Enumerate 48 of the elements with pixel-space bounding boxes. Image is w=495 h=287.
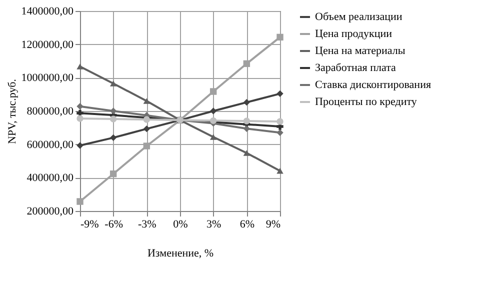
point <box>243 98 250 106</box>
point <box>210 88 217 95</box>
point <box>76 64 84 70</box>
x-axis-title: Изменение, % <box>147 248 214 260</box>
point <box>276 168 284 174</box>
point <box>76 102 84 110</box>
point <box>243 125 250 132</box>
point <box>243 60 250 68</box>
y-tick-label: 200000,00 <box>26 206 74 218</box>
y-tick-label: 800000,00 <box>26 106 74 118</box>
point <box>76 198 84 205</box>
y-tick-label: 1400000,00 <box>21 6 74 18</box>
legend-label: Цена на материалы <box>315 45 406 57</box>
x-tick-label: 0% <box>173 218 188 230</box>
point <box>143 98 150 104</box>
point <box>110 80 117 86</box>
point <box>76 115 84 122</box>
legend-label: Объем реализации <box>315 11 402 23</box>
y-tick-label: 400000,00 <box>26 172 74 184</box>
x-tick-label: 9% <box>266 218 280 230</box>
x-tick-label: -6% <box>104 218 123 230</box>
point <box>76 142 84 149</box>
point <box>143 142 150 150</box>
point <box>110 108 117 114</box>
point <box>243 118 250 124</box>
point <box>110 116 117 122</box>
legend-label: Ставка дисконтирования <box>315 79 432 91</box>
legend-label: Проценты по кредиту <box>315 96 418 108</box>
point <box>143 125 150 132</box>
point <box>276 118 284 125</box>
y-tick-label: 1000000,00 <box>21 72 74 84</box>
legend-label: Цена продукции <box>315 28 392 40</box>
point <box>243 150 250 156</box>
x-tick-label: -3% <box>138 218 156 230</box>
point <box>210 108 217 114</box>
x-tick-label: 3% <box>206 218 222 230</box>
y-tick-label: 1200000,00 <box>21 38 74 51</box>
point <box>110 134 117 142</box>
point <box>110 170 117 178</box>
point <box>276 34 284 41</box>
y-axis-title: NPV, тыс.руб. <box>6 78 18 144</box>
point <box>276 129 284 136</box>
point <box>210 134 217 140</box>
point <box>276 90 284 98</box>
y-tick-label: 600000,00 <box>26 138 74 151</box>
legend-label: Заработная плата <box>315 62 396 74</box>
x-tick-label: 6% <box>240 218 255 230</box>
x-tick-label: -9% <box>80 218 99 230</box>
